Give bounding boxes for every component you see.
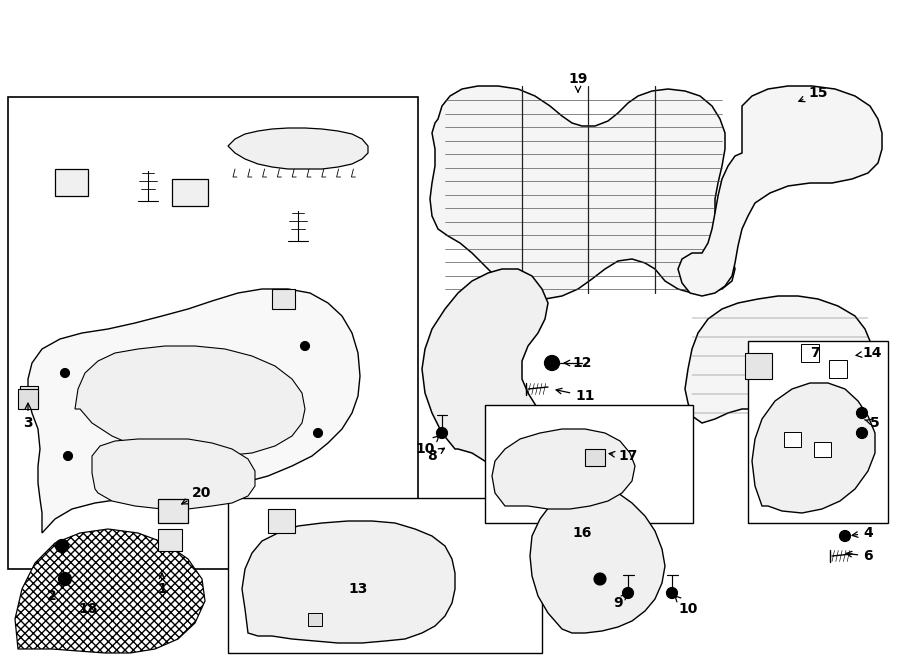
Polygon shape — [172, 179, 208, 206]
Polygon shape — [242, 521, 455, 643]
Polygon shape — [75, 346, 305, 456]
Bar — [829, 360, 847, 378]
Bar — [748, 341, 888, 523]
Polygon shape — [745, 353, 772, 379]
Text: 12: 12 — [564, 356, 592, 370]
Polygon shape — [422, 269, 552, 469]
Circle shape — [544, 356, 560, 371]
Polygon shape — [158, 529, 182, 551]
Polygon shape — [784, 432, 800, 446]
Circle shape — [310, 614, 320, 624]
Text: 11: 11 — [556, 388, 595, 403]
Circle shape — [857, 428, 868, 438]
Circle shape — [667, 588, 678, 598]
Text: 16: 16 — [572, 526, 591, 540]
Text: 4: 4 — [852, 526, 873, 540]
Polygon shape — [268, 509, 295, 533]
Circle shape — [64, 451, 73, 461]
Polygon shape — [28, 289, 360, 533]
Polygon shape — [15, 529, 205, 653]
Polygon shape — [308, 613, 322, 626]
Polygon shape — [18, 389, 38, 409]
Bar — [801, 344, 819, 362]
Polygon shape — [430, 86, 735, 299]
Text: 14: 14 — [856, 346, 882, 360]
Circle shape — [58, 572, 71, 586]
Circle shape — [301, 342, 310, 350]
Polygon shape — [158, 499, 188, 523]
Polygon shape — [678, 86, 882, 296]
Circle shape — [313, 428, 322, 438]
Text: 17: 17 — [609, 449, 638, 463]
Polygon shape — [585, 449, 605, 466]
Circle shape — [56, 539, 68, 553]
Text: 20: 20 — [182, 486, 212, 504]
Text: 7: 7 — [810, 346, 820, 360]
Polygon shape — [752, 383, 875, 513]
Polygon shape — [55, 169, 88, 196]
Polygon shape — [685, 296, 875, 423]
Text: 10: 10 — [415, 436, 439, 456]
Bar — [8, 97, 418, 569]
Text: 15: 15 — [799, 86, 828, 102]
Polygon shape — [492, 429, 635, 509]
Circle shape — [436, 428, 447, 438]
Polygon shape — [530, 489, 665, 633]
Circle shape — [623, 588, 634, 598]
Text: 10: 10 — [675, 596, 698, 616]
Text: 1: 1 — [158, 573, 166, 596]
Circle shape — [594, 573, 606, 585]
Text: 3: 3 — [23, 403, 32, 430]
Polygon shape — [20, 386, 38, 406]
Bar — [228, 498, 542, 653]
Text: 13: 13 — [348, 582, 368, 596]
Text: 6: 6 — [846, 549, 873, 563]
Text: 18: 18 — [78, 602, 98, 616]
Polygon shape — [92, 439, 255, 509]
Polygon shape — [814, 442, 831, 457]
Text: 19: 19 — [568, 72, 588, 92]
Circle shape — [840, 531, 850, 541]
Text: 5: 5 — [865, 416, 880, 430]
Text: 2: 2 — [47, 582, 62, 603]
Circle shape — [60, 368, 69, 377]
Bar — [485, 405, 693, 523]
Polygon shape — [272, 289, 295, 309]
Circle shape — [857, 407, 868, 418]
Polygon shape — [228, 128, 368, 169]
Text: 9: 9 — [613, 594, 627, 610]
Text: 8: 8 — [428, 448, 445, 463]
